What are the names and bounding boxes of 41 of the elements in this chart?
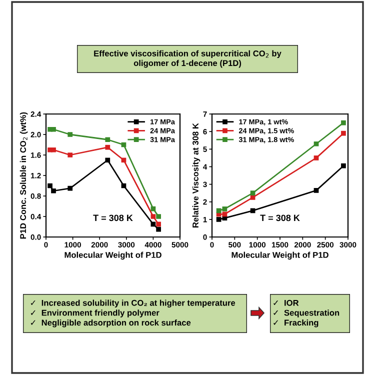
text: ✓ Increased solubility in CO₂ at higher temperature ✓ Environment friendly polymer ✓ Negligible adsorption on rock surface (30, 300, 236, 328)
point (68, 132, 73, 137)
point (314, 141, 319, 146)
point (121, 183, 126, 188)
point (341, 120, 346, 126)
point (222, 212, 228, 217)
point (150, 214, 156, 219)
point (48, 183, 52, 188)
y-axis-title: Relative Viscosity at 308 K (192, 123, 200, 228)
point (250, 195, 256, 200)
annotation: T = 308 K (260, 214, 300, 222)
y-axis-title: P1D Conc. Soluble in CO$_{2}$ (wt%) (20, 112, 28, 239)
point (156, 222, 161, 227)
point (51, 188, 56, 194)
point (68, 152, 73, 158)
point (121, 142, 126, 148)
point (314, 188, 319, 193)
point (216, 217, 222, 222)
point (105, 158, 110, 163)
point (250, 208, 256, 214)
annotation: T = 308 K (93, 214, 133, 222)
point (250, 190, 256, 196)
point (105, 144, 110, 150)
point (51, 147, 56, 152)
point (51, 126, 56, 132)
x-axis-title: Molecular Weight of P1D (232, 252, 328, 260)
x-axis-title: Molecular Weight of P1D (64, 252, 162, 260)
point (68, 186, 73, 191)
point (150, 206, 156, 212)
point (105, 137, 110, 142)
chart-title: Effective viscosification of supercritical CO$_{2}$ by oligomer of 1-decene (P1D) (94, 50, 282, 68)
point (314, 156, 319, 160)
point (156, 214, 161, 219)
point (121, 158, 126, 163)
point (341, 130, 346, 136)
text: ✓ IOR ✓ Sequestration ✓ Fracking (274, 300, 340, 328)
point (216, 208, 222, 214)
point (222, 206, 228, 212)
point (341, 163, 346, 168)
point (150, 222, 156, 227)
point (156, 226, 161, 232)
